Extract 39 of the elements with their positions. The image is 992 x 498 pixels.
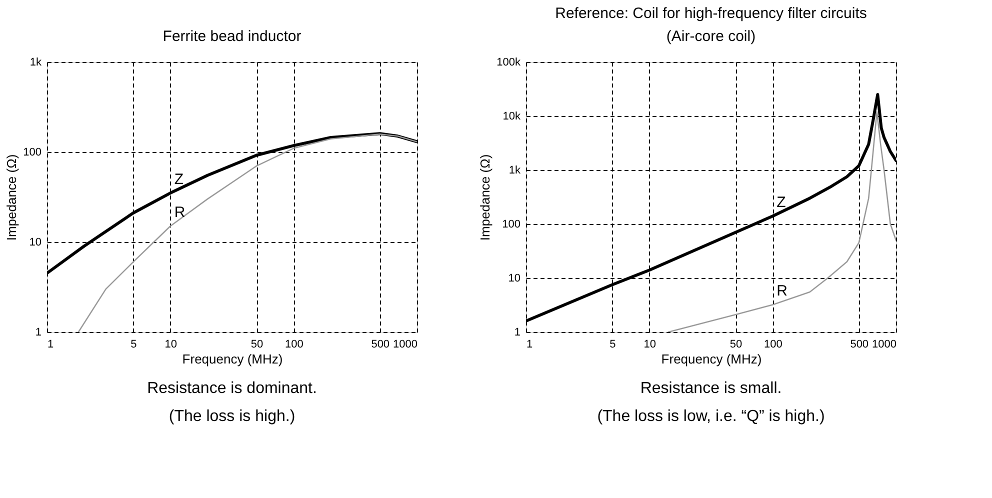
chart-title: Reference: Coil for high-frequency filter circuits	[555, 5, 867, 22]
x-axis-title: Frequency (MHz)	[661, 352, 762, 366]
y-tick-label: 1	[35, 326, 42, 338]
x-axis-title: Frequency (MHz)	[182, 352, 283, 366]
x-tick-label: 50	[250, 338, 264, 350]
chart-subtitle: (Air-core coil)	[666, 28, 756, 45]
y-axis-title: Impedance (Ω)	[4, 154, 20, 241]
series-label: Z	[174, 171, 184, 188]
text: (The loss is low, i.e. “Q” is high.)	[597, 408, 825, 425]
text: Resistance is small.	[640, 380, 782, 397]
x-tick-label: 500	[371, 338, 390, 350]
x-tick-label: 100	[284, 338, 304, 350]
series-label: Z	[776, 194, 786, 212]
series-label: R	[776, 282, 788, 300]
x-tick-label: 1	[526, 338, 533, 350]
y-tick-label: 10k	[502, 110, 521, 122]
x-tick-label: 10	[164, 338, 177, 350]
y-tick-label: 10	[508, 272, 520, 284]
series-label: R	[174, 204, 186, 222]
x-tick-label: 10	[644, 338, 656, 350]
x-tick-label: 500	[850, 338, 869, 350]
x-tick-label: 5	[130, 338, 137, 350]
y-tick-label: 100	[502, 218, 520, 230]
y-tick-label: 10	[29, 236, 42, 248]
y-tick-label: 100	[23, 146, 42, 158]
x-tick-label: 1000	[872, 338, 896, 350]
x-tick-label: 100	[764, 338, 782, 350]
x-tick-label: 1000	[393, 338, 418, 350]
y-tick-label: 1k	[30, 56, 42, 68]
y-axis-title: Impedance (Ω)	[478, 154, 493, 241]
text: Resistance is dominant.	[147, 380, 317, 397]
chart-title: Ferrite bead inductor	[162, 28, 302, 45]
x-tick-label: 50	[730, 338, 742, 350]
x-tick-label: 1	[48, 338, 54, 350]
y-tick-label: 1	[514, 326, 520, 338]
y-tick-label: 1k	[508, 164, 521, 176]
text: (The loss is high.)	[168, 408, 296, 425]
y-tick-label: 100k	[496, 56, 521, 68]
x-tick-label: 5	[610, 338, 616, 350]
